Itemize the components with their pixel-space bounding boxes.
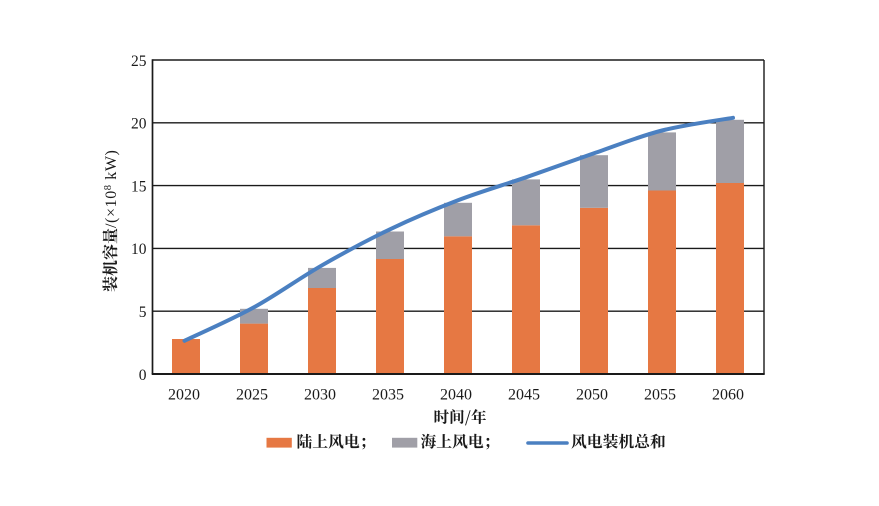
svg-text:2060: 2060 — [712, 387, 744, 404]
svg-text:20: 20 — [131, 116, 147, 133]
svg-text:25: 25 — [131, 53, 147, 70]
svg-text:2035: 2035 — [372, 387, 404, 404]
svg-text:2055: 2055 — [644, 387, 676, 404]
svg-text:10: 10 — [131, 241, 147, 258]
svg-text:/(×108 kW): /(×108 kW) — [103, 150, 120, 229]
svg-text:2020: 2020 — [168, 387, 200, 404]
svg-text:2050: 2050 — [576, 387, 608, 404]
svg-text:2045: 2045 — [508, 387, 540, 404]
svg-text:2040: 2040 — [440, 387, 472, 404]
svg-text:2030: 2030 — [304, 387, 336, 404]
svg-text:0: 0 — [139, 367, 147, 384]
svg-text:2025: 2025 — [236, 387, 268, 404]
svg-text:15: 15 — [131, 178, 147, 195]
svg-text:5: 5 — [139, 304, 147, 321]
